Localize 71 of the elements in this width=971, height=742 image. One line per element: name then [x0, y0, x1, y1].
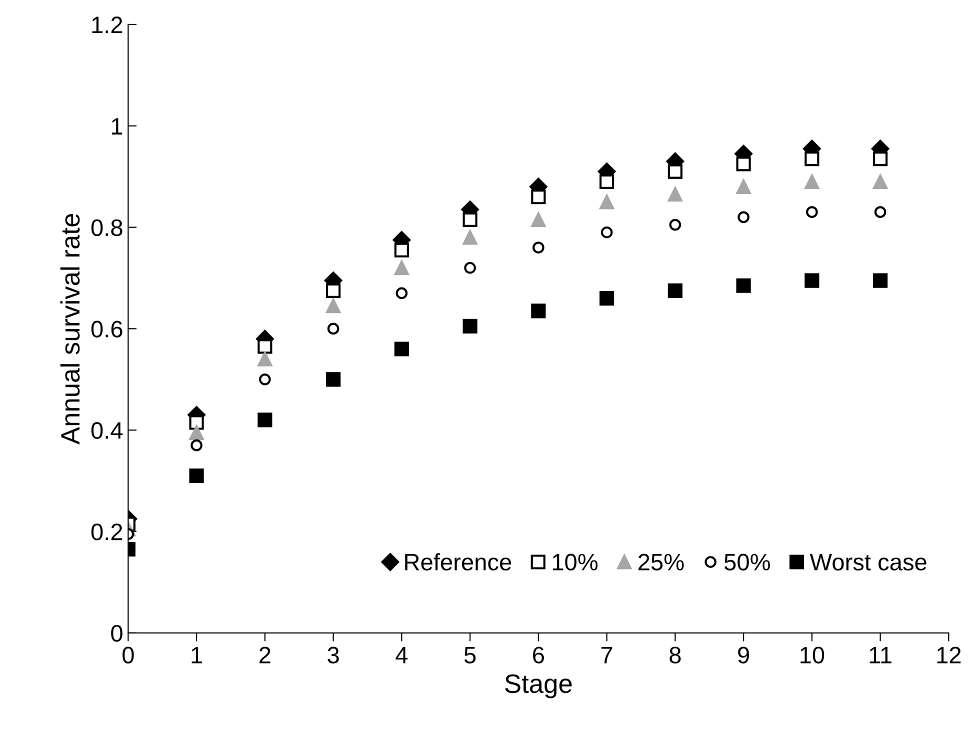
x-tick-label: 12	[937, 646, 961, 664]
point	[600, 226, 613, 238]
point	[736, 278, 751, 293]
y-tick-label: 0	[111, 624, 122, 642]
point	[326, 283, 341, 298]
x-tick-label: 5	[464, 646, 476, 664]
x-tick-label: 4	[396, 646, 408, 664]
legend-label: Reference	[405, 553, 512, 571]
point	[738, 211, 750, 224]
point	[396, 287, 408, 300]
point	[736, 179, 751, 194]
point	[258, 412, 272, 428]
point	[531, 304, 546, 318]
point	[462, 212, 478, 227]
y-tick-label: 0.4	[91, 422, 123, 439]
point	[394, 242, 409, 258]
point	[668, 187, 682, 202]
point	[327, 322, 340, 335]
point	[462, 318, 478, 334]
point	[189, 425, 204, 440]
legend-label: 10%	[552, 554, 598, 571]
point	[531, 212, 546, 227]
point	[326, 298, 341, 314]
x-tick-label: 9	[738, 646, 749, 664]
point	[258, 352, 272, 366]
point	[189, 468, 204, 484]
x-tick-label: 3	[328, 646, 339, 664]
y-tick-label: 1	[112, 118, 122, 134]
point	[531, 190, 546, 204]
point	[394, 260, 409, 276]
point	[873, 273, 888, 288]
y-tick-label: 0.6	[91, 320, 122, 338]
point	[462, 230, 478, 245]
point	[804, 152, 820, 166]
legend-label: Worst case	[810, 554, 926, 571]
y-axis-title: Annual survival rate	[60, 214, 80, 445]
point	[600, 194, 614, 210]
point	[532, 242, 544, 254]
y-tick-label: 0.8	[91, 219, 122, 236]
point	[806, 206, 818, 218]
x-tick-label: 8	[670, 646, 681, 664]
x-tick-label: 0	[122, 646, 134, 664]
x-tick-label: 10	[800, 646, 824, 664]
point	[804, 174, 820, 189]
y-tick-label: 1.2	[92, 16, 122, 34]
point	[464, 262, 476, 274]
point	[189, 415, 204, 430]
point	[668, 283, 682, 298]
point	[873, 174, 888, 189]
point	[326, 372, 341, 387]
point	[600, 290, 614, 306]
point	[394, 342, 409, 356]
x-tick-label: 11	[870, 646, 892, 664]
point	[736, 156, 751, 172]
point	[873, 152, 888, 166]
x-tick-label: 1	[192, 646, 202, 664]
x-tick-label: 2	[260, 646, 270, 664]
point	[804, 273, 820, 288]
point	[259, 374, 271, 386]
x-tick-label: 6	[533, 646, 544, 664]
point	[669, 218, 682, 231]
point	[874, 206, 886, 218]
legend-label: 50%	[724, 554, 770, 571]
x-tick-label: 7	[601, 646, 612, 664]
y-tick-label: 0.2	[91, 524, 122, 540]
point	[258, 339, 272, 354]
point	[600, 174, 614, 189]
legend-label: 25%	[638, 554, 684, 571]
x-axis-title: Stage	[505, 674, 572, 698]
point	[668, 164, 682, 179]
point	[190, 439, 202, 452]
